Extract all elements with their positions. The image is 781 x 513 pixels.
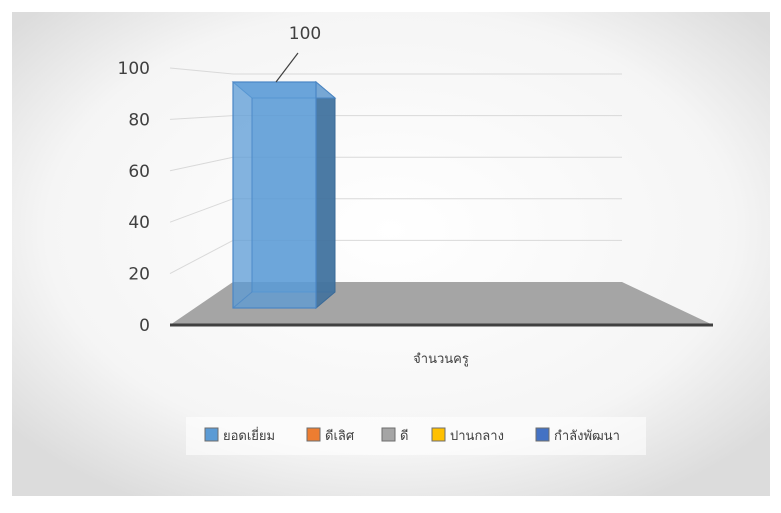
bars bbox=[231, 80, 337, 310]
y-tick-label: 100 bbox=[118, 59, 150, 79]
legend: ยอดเยี่ยม ดีเลิศ ดี ปานกลาง กำลังพัฒนา bbox=[204, 427, 620, 444]
legend-label: ดี bbox=[400, 428, 408, 444]
gridline-side bbox=[169, 115, 234, 120]
gridline-side bbox=[169, 156, 234, 172]
legend-swatch bbox=[431, 427, 446, 442]
x-category-label: จำนวนครู bbox=[413, 352, 469, 367]
bar-side-face bbox=[315, 80, 336, 310]
gridline-side bbox=[169, 67, 234, 75]
y-tick-label: 80 bbox=[128, 110, 150, 130]
y-axis-ticks: 0 20 40 60 80 100 bbox=[118, 59, 150, 336]
y-tick-label: 20 bbox=[128, 265, 150, 285]
legend-swatch bbox=[204, 427, 219, 442]
bar-inner-edge bbox=[232, 291, 253, 309]
legend-box bbox=[186, 417, 646, 455]
legend-label: ดีเลิศ bbox=[325, 428, 355, 444]
legend-swatch bbox=[306, 427, 321, 442]
y-tick-label: 0 bbox=[139, 316, 150, 336]
bar-0 bbox=[232, 81, 317, 309]
data-label: 100 bbox=[289, 24, 321, 44]
legend-swatch bbox=[381, 427, 396, 442]
chart-background bbox=[12, 12, 770, 496]
gridline-side bbox=[169, 198, 234, 223]
data-label-leader bbox=[275, 52, 299, 83]
y-tick-label: 40 bbox=[128, 213, 150, 233]
data-labels: 100 bbox=[275, 24, 321, 83]
legend-label: ยอดเยี่ยม bbox=[223, 427, 275, 444]
legend-swatch bbox=[535, 427, 550, 442]
gridline-side bbox=[169, 239, 234, 275]
legend-label: กำลังพัฒนา bbox=[554, 429, 620, 444]
y-tick-label: 60 bbox=[128, 162, 150, 182]
legend-label: ปานกลาง bbox=[450, 429, 504, 444]
